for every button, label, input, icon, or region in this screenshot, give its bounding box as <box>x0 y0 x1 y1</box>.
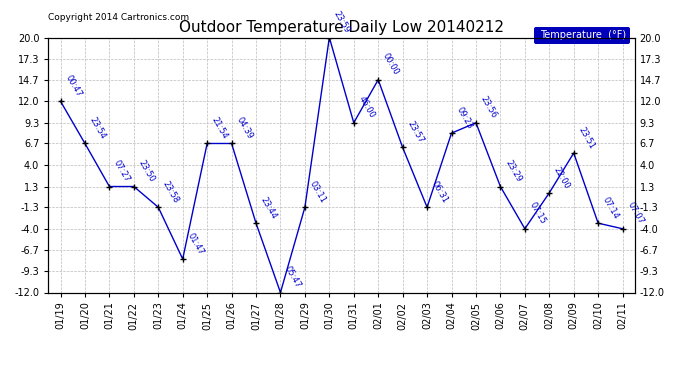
Text: 46:00: 46:00 <box>357 95 376 120</box>
Text: 23:51: 23:51 <box>576 125 596 150</box>
Legend: Temperature  (°F): Temperature (°F) <box>534 27 630 44</box>
Text: 07:27: 07:27 <box>112 159 132 184</box>
Text: 23:57: 23:57 <box>406 119 425 145</box>
Text: 01:47: 01:47 <box>186 231 205 256</box>
Text: 23:44: 23:44 <box>259 195 279 220</box>
Text: 23:50: 23:50 <box>137 159 157 184</box>
Text: 23:54: 23:54 <box>88 116 108 141</box>
Text: 03:11: 03:11 <box>308 179 327 204</box>
Text: 07:15: 07:15 <box>528 201 547 226</box>
Text: Copyright 2014 Cartronics.com: Copyright 2014 Cartronics.com <box>48 13 190 22</box>
Text: 06:31: 06:31 <box>430 179 450 204</box>
Text: 07:07: 07:07 <box>625 201 645 226</box>
Text: 23:59: 23:59 <box>332 9 352 35</box>
Text: 23:58: 23:58 <box>161 179 181 204</box>
Text: 23:56: 23:56 <box>479 95 499 120</box>
Text: 00:00: 00:00 <box>381 52 401 77</box>
Text: 23:29: 23:29 <box>503 159 523 184</box>
Title: Outdoor Temperature Daily Low 20140212: Outdoor Temperature Daily Low 20140212 <box>179 20 504 35</box>
Text: 00:47: 00:47 <box>63 73 83 99</box>
Text: 05:47: 05:47 <box>283 264 303 290</box>
Text: 21:54: 21:54 <box>210 116 230 141</box>
Text: 22:00: 22:00 <box>552 165 572 190</box>
Text: 04:39: 04:39 <box>235 116 254 141</box>
Text: 07:14: 07:14 <box>601 195 620 220</box>
Text: 09:23: 09:23 <box>454 105 474 130</box>
